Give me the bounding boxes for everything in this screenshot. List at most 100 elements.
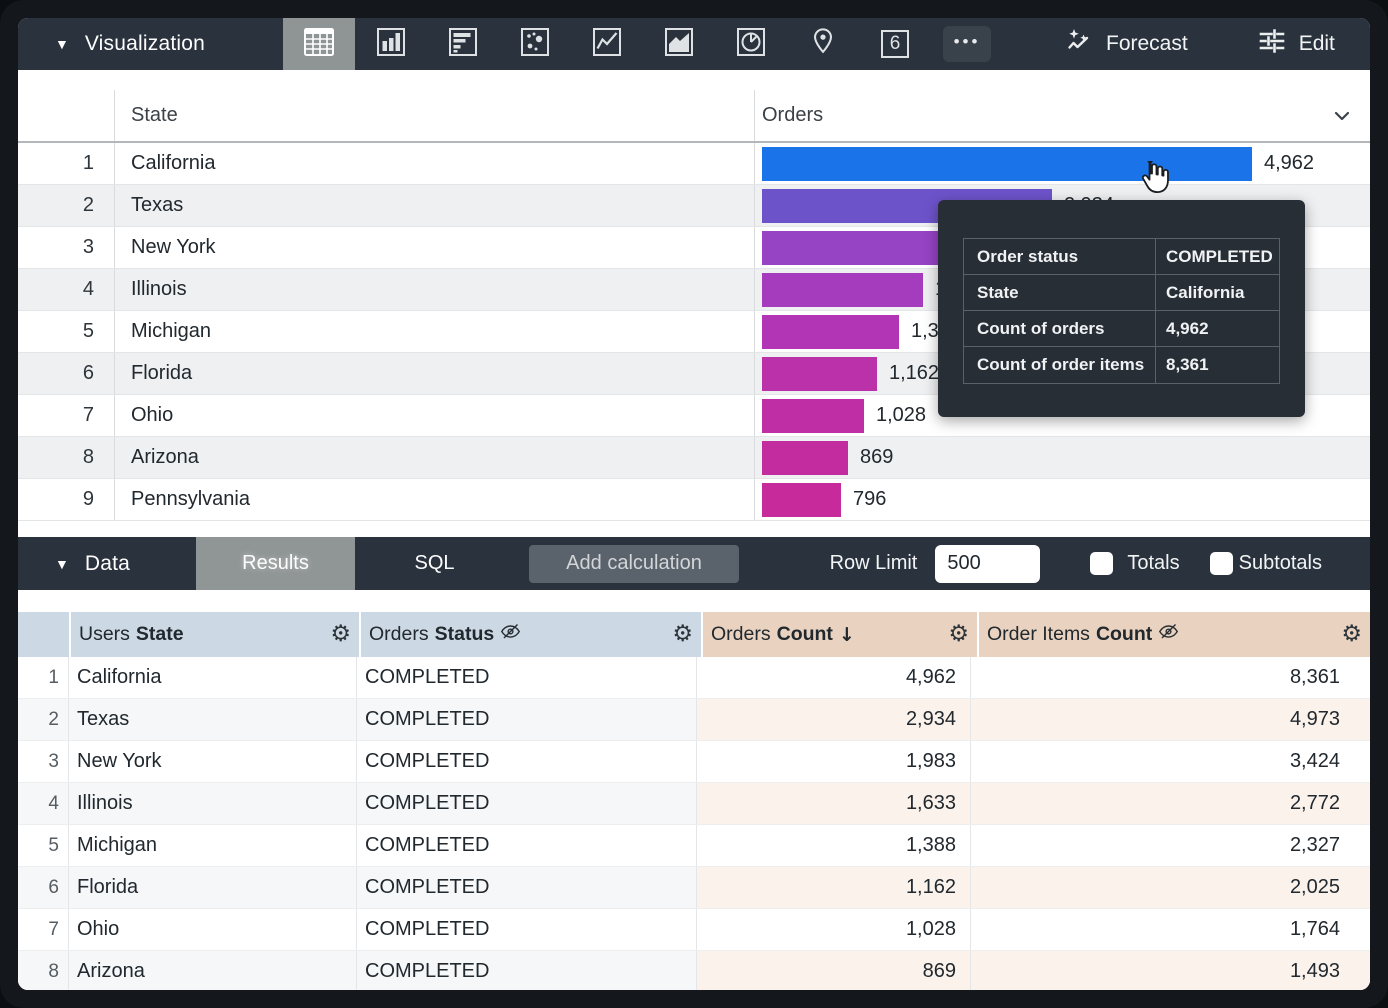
orders-count-cell[interactable]: 1,388 — [697, 825, 971, 866]
tooltip-field-value: COMPLETED — [1166, 246, 1273, 266]
status-cell[interactable]: COMPLETED — [357, 783, 697, 824]
row-number-cell: 6 — [18, 867, 69, 908]
orders-bar[interactable] — [762, 482, 841, 517]
column-header-users-state[interactable]: Users State ⚙ — [71, 612, 359, 657]
tab-results[interactable]: Results — [196, 537, 355, 590]
add-calculation-button[interactable]: Add calculation — [529, 544, 739, 583]
visualization-section-toggle[interactable]: ▼ Visualization — [18, 32, 283, 56]
totals-checkbox[interactable] — [1090, 552, 1114, 575]
viz-row-index: 9 — [18, 479, 115, 520]
tooltip-row: Count of orders 4,962 — [964, 311, 1279, 347]
tooltip-row: Count of order items 8,361 — [964, 347, 1279, 383]
order-items-count-cell[interactable]: 3,424 — [971, 741, 1370, 782]
row-number-cell: 3 — [18, 741, 69, 782]
data-table-row: 8 Arizona COMPLETED 869 1,493 — [18, 951, 1370, 990]
column-header-order-items-count[interactable]: Order Items Count ⚙ — [979, 612, 1370, 657]
sort-descending-icon[interactable]: ↓ — [838, 623, 855, 646]
forecast-label: Forecast — [1106, 32, 1188, 55]
orders-bar[interactable] — [762, 146, 1252, 181]
edit-button[interactable]: Edit — [1258, 28, 1335, 60]
tooltip-row: State California — [964, 275, 1279, 311]
gear-icon[interactable]: ⚙ — [330, 621, 351, 647]
orders-count-cell[interactable]: 1,028 — [697, 909, 971, 950]
caret-down-icon: ▼ — [55, 555, 69, 572]
viz-bar-cell: 1,028 — [755, 395, 1370, 436]
viz-type-line-chart-button[interactable] — [571, 18, 643, 70]
orders-bar[interactable] — [762, 230, 958, 265]
viz-index-column-header — [18, 90, 115, 141]
data-table-row: 1 California COMPLETED 4,962 8,361 — [18, 657, 1370, 699]
viz-type-column-chart-button[interactable] — [355, 18, 427, 70]
orders-bar[interactable] — [762, 272, 923, 307]
column-header-orders-count[interactable]: Orders Count ↓ ⚙ — [703, 612, 977, 657]
order-items-count-cell[interactable]: 2,025 — [971, 867, 1370, 908]
orders-count-cell[interactable]: 869 — [697, 951, 971, 990]
viz-type-table-button[interactable] — [283, 18, 355, 70]
tooltip-table: Order status COMPLETED State California Coun… — [963, 238, 1280, 384]
tab-sql[interactable]: SQL — [414, 552, 455, 574]
visualization-panel: State Orders 1California4,9622Texas2,934… — [18, 70, 1370, 537]
viz-type-bar-chart-button[interactable] — [427, 18, 499, 70]
state-cell[interactable]: Texas — [69, 699, 357, 740]
data-section-toggle[interactable]: ▼ Data — [18, 552, 196, 576]
row-limit-label: Row Limit — [829, 552, 918, 574]
map-pin-icon — [808, 26, 838, 63]
horizontal-bar-chart-icon — [447, 26, 479, 63]
status-cell[interactable]: COMPLETED — [357, 741, 697, 782]
subtotals-checkbox[interactable] — [1209, 552, 1233, 575]
status-cell[interactable]: COMPLETED — [357, 825, 697, 866]
viz-type-single-value-button[interactable]: 6 — [859, 18, 931, 70]
status-cell[interactable]: COMPLETED — [357, 867, 697, 908]
order-items-count-cell[interactable]: 4,973 — [971, 699, 1370, 740]
orders-count-cell[interactable]: 1,162 — [697, 867, 971, 908]
state-cell[interactable]: Arizona — [69, 951, 357, 990]
tooltip-field-value: 4,962 — [1166, 318, 1209, 338]
chevron-down-icon[interactable] — [1330, 104, 1354, 128]
orders-bar[interactable] — [762, 314, 899, 349]
column-header-orders-status[interactable]: Orders Status ⚙ — [361, 612, 701, 657]
viz-type-area-chart-button[interactable] — [643, 18, 715, 70]
state-cell[interactable]: Ohio — [69, 909, 357, 950]
gear-icon[interactable]: ⚙ — [672, 621, 693, 647]
forecast-button[interactable]: Forecast — [1065, 27, 1188, 61]
viz-bar-cell: 4,962 — [755, 143, 1370, 184]
orders-count-cell[interactable]: 4,962 — [697, 657, 971, 698]
orders-bar[interactable] — [762, 440, 848, 475]
order-items-count-cell[interactable]: 1,764 — [971, 909, 1370, 950]
orders-count-cell[interactable]: 2,934 — [697, 699, 971, 740]
more-viz-types-button[interactable]: ••• — [931, 18, 1003, 70]
status-cell[interactable]: COMPLETED — [357, 699, 697, 740]
caret-down-icon: ▼ — [55, 36, 69, 52]
viz-state-cell: Michigan — [115, 311, 755, 352]
state-cell[interactable]: California — [69, 657, 357, 698]
status-cell[interactable]: COMPLETED — [357, 657, 697, 698]
order-items-count-cell[interactable]: 2,327 — [971, 825, 1370, 866]
state-cell[interactable]: New York — [69, 741, 357, 782]
data-table-row: 2 Texas COMPLETED 2,934 4,973 — [18, 699, 1370, 741]
state-cell[interactable]: Michigan — [69, 825, 357, 866]
orders-bar[interactable] — [762, 356, 877, 391]
viz-orders-column-header[interactable]: Orders — [755, 90, 1370, 141]
gear-icon[interactable]: ⚙ — [948, 621, 969, 647]
state-cell[interactable]: Illinois — [69, 783, 357, 824]
viz-type-pie-chart-button[interactable] — [715, 18, 787, 70]
orders-bar[interactable] — [762, 398, 864, 433]
viz-state-column-header[interactable]: State — [115, 90, 755, 141]
viz-row-index: 6 — [18, 353, 115, 394]
tooltip-field-label: State — [964, 275, 1156, 310]
viz-row-index: 8 — [18, 437, 115, 478]
viz-type-map-button[interactable] — [787, 18, 859, 70]
order-items-count-cell[interactable]: 2,772 — [971, 783, 1370, 824]
status-cell[interactable]: COMPLETED — [357, 909, 697, 950]
orders-count-cell[interactable]: 1,983 — [697, 741, 971, 782]
orders-count-cell[interactable]: 1,633 — [697, 783, 971, 824]
order-items-count-cell[interactable]: 8,361 — [971, 657, 1370, 698]
data-panel: Users State ⚙ Orders Status ⚙ Orders Count … — [18, 590, 1370, 990]
viz-type-scatter-button[interactable] — [499, 18, 571, 70]
ellipsis-icon: ••• — [943, 26, 991, 62]
row-limit-input[interactable] — [935, 544, 1041, 583]
order-items-count-cell[interactable]: 1,493 — [971, 951, 1370, 990]
gear-icon[interactable]: ⚙ — [1341, 621, 1362, 647]
state-cell[interactable]: Florida — [69, 867, 357, 908]
status-cell[interactable]: COMPLETED — [357, 951, 697, 990]
